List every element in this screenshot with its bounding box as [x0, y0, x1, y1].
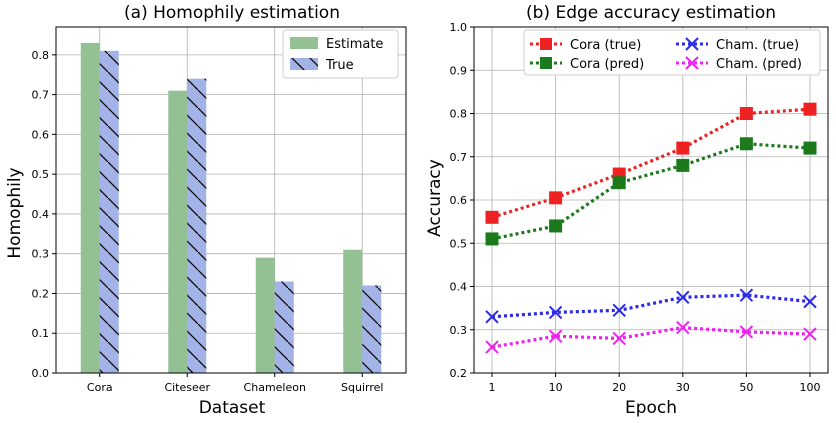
point-cora-true-30 — [676, 141, 690, 155]
point-cora-pred-20 — [612, 176, 626, 190]
legend-marker-cora-true — [540, 38, 552, 50]
y-tick-label: 0.9 — [450, 64, 468, 77]
bar-hatch-true-squirrel — [362, 285, 382, 373]
point-cham-pred-30 — [676, 320, 690, 335]
bar-hatch-true-cora — [99, 50, 119, 374]
bar-estimate-chameleon — [255, 257, 275, 373]
plot-frame-a — [55, 26, 407, 374]
point-cham-true-20 — [612, 303, 626, 317]
chart-b-title: (b) Edge accuracy estimation — [526, 3, 776, 23]
legend-marker-cham-true — [685, 37, 699, 51]
point-cora-true-100 — [803, 102, 817, 116]
x-tick-label: Cora — [87, 381, 113, 394]
point-cham-true-30 — [676, 290, 690, 305]
y-tick-label: 0.2 — [32, 287, 50, 300]
point-cora-pred-1 — [485, 232, 499, 246]
chart-b-legend: Cora (true) Cora (pred) Cham. (true) Cha… — [523, 29, 821, 76]
bar-estimate-cora — [80, 42, 100, 373]
legend-label-cham-pred: Cham. (pred) — [716, 57, 802, 72]
x-tick-label: 50 — [739, 381, 753, 394]
point-cora-pred-50 — [739, 137, 753, 151]
chart-b-ylabel: Accuracy — [425, 159, 445, 237]
point-cham-true-10 — [548, 305, 563, 320]
x-tick-label: 1 — [489, 381, 496, 394]
x-tick-label: Citeseer — [164, 381, 210, 394]
point-cora-pred-10 — [549, 219, 563, 233]
point-cora-true-1 — [485, 210, 499, 224]
y-tick-label: 0.8 — [450, 108, 468, 121]
legend-label-estimate: Estimate — [326, 37, 383, 52]
x-tick-label: 100 — [800, 381, 821, 394]
y-tick-label: 0.4 — [32, 208, 50, 221]
y-tick-label: 0.6 — [450, 194, 468, 207]
point-cham-true-1 — [485, 310, 499, 324]
y-tick-label: 0.3 — [32, 248, 50, 261]
y-tick-label: 0.5 — [32, 168, 50, 181]
point-cham-true-50 — [739, 288, 754, 302]
y-tick-label: 0.2 — [450, 367, 468, 380]
bar-hatch-true-chameleon — [274, 281, 294, 373]
y-tick-label: 0.5 — [450, 237, 468, 250]
point-cham-pred-100 — [803, 327, 817, 341]
series-line-cham-true — [491, 293, 811, 319]
legend-swatch-true-hatch — [290, 58, 318, 70]
edge-accuracy-chart: (b) Edge accuracy estimation Epoch Accur… — [425, 3, 829, 418]
bar-hatch-true-citeseer — [187, 78, 207, 374]
legend-frame — [523, 29, 821, 76]
point-cora-pred-100 — [803, 141, 817, 155]
x-tick-label: Squirrel — [341, 381, 383, 394]
y-tick-label: 0.3 — [450, 324, 468, 337]
y-tick-label: 0.1 — [32, 327, 50, 340]
y-tick-label: 0.4 — [450, 281, 468, 294]
chart-a-xlabel: Dataset — [199, 398, 266, 418]
legend-label-true: True — [325, 58, 354, 73]
point-cham-pred-10 — [548, 329, 563, 343]
x-tick-label: 10 — [549, 381, 563, 394]
point-cham-pred-50 — [739, 325, 754, 339]
chart-b-xlabel: Epoch — [625, 398, 677, 418]
legend-swatch-estimate — [290, 37, 318, 49]
point-cora-true-50 — [739, 107, 753, 120]
chart-a-legend: Estimate True — [282, 29, 399, 79]
series-line-cora-pred — [491, 142, 811, 241]
point-cora-true-10 — [549, 191, 563, 205]
y-tick-label: 0.0 — [32, 367, 50, 380]
x-tick-label: Chameleon — [244, 381, 306, 394]
y-tick-label: 0.6 — [32, 128, 50, 141]
legend-label-cora-true: Cora (true) — [570, 38, 641, 53]
x-tick-label: 20 — [612, 381, 626, 394]
point-cham-pred-20 — [612, 331, 626, 346]
legend-label-cora-pred: Cora (pred) — [570, 57, 644, 72]
chart-a-title: (a) Homophily estimation — [124, 3, 340, 23]
y-tick-label: 0.8 — [32, 49, 50, 62]
chart-a-ylabel: Homophily — [5, 167, 25, 258]
legend-marker-cham-pred — [685, 56, 699, 70]
homophily-chart: (a) Homophily estimation Dataset Homophi… — [5, 3, 407, 418]
y-tick-label: 0.7 — [32, 89, 50, 102]
point-cora-pred-30 — [676, 158, 690, 172]
point-cham-true-100 — [803, 294, 817, 309]
legend-marker-cora-pred — [540, 57, 552, 69]
bar-estimate-squirrel — [343, 249, 363, 373]
x-tick-label: 30 — [676, 381, 690, 394]
bar-estimate-citeseer — [168, 90, 188, 373]
legend-label-cham-true: Cham. (true) — [716, 38, 799, 53]
point-cham-pred-1 — [485, 340, 499, 354]
y-tick-label: 0.7 — [450, 151, 468, 164]
series-line-cora-true — [491, 107, 811, 219]
y-tick-label: 1.0 — [450, 21, 468, 34]
